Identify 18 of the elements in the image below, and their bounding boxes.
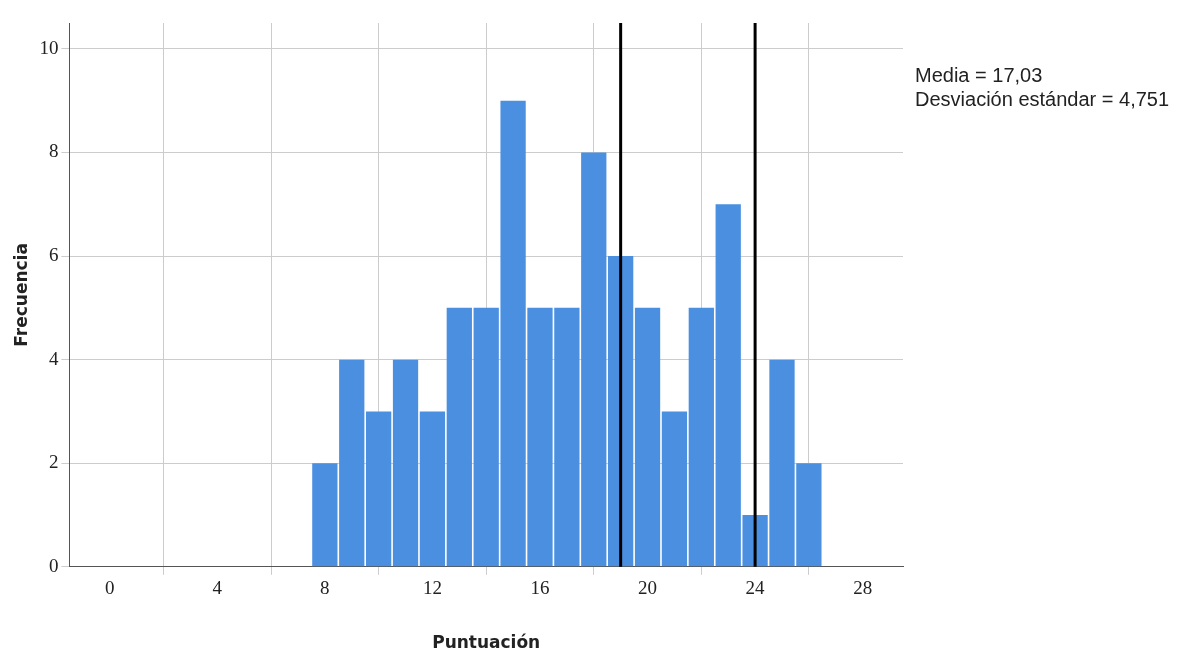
- x-tick-label: 28: [853, 577, 873, 599]
- x-axis-title: Puntuación: [432, 632, 541, 653]
- x-tick-label: 8: [320, 577, 330, 599]
- text: Media = 17,03: [915, 63, 1044, 87]
- x-tick-label: 16: [530, 577, 550, 599]
- text: Desviación estándar = 4,751: [915, 87, 1171, 111]
- x-tick-label: 4: [212, 577, 223, 599]
- y-tick-label: 10: [39, 36, 59, 58]
- x-tick-label: 24: [745, 577, 766, 599]
- x-tick-label: 20: [638, 577, 658, 599]
- y-tick-label: 4: [48, 347, 59, 369]
- y-tick-label: 0: [48, 554, 59, 576]
- y-tick-label: 6: [48, 244, 59, 266]
- x-tick-label: 12: [422, 577, 442, 599]
- y-axis-title: Frecuencia: [10, 243, 31, 347]
- x-tick-label: 0: [104, 577, 115, 599]
- y-tick-label: 2: [48, 451, 59, 473]
- y-tick-label: 8: [48, 140, 59, 162]
